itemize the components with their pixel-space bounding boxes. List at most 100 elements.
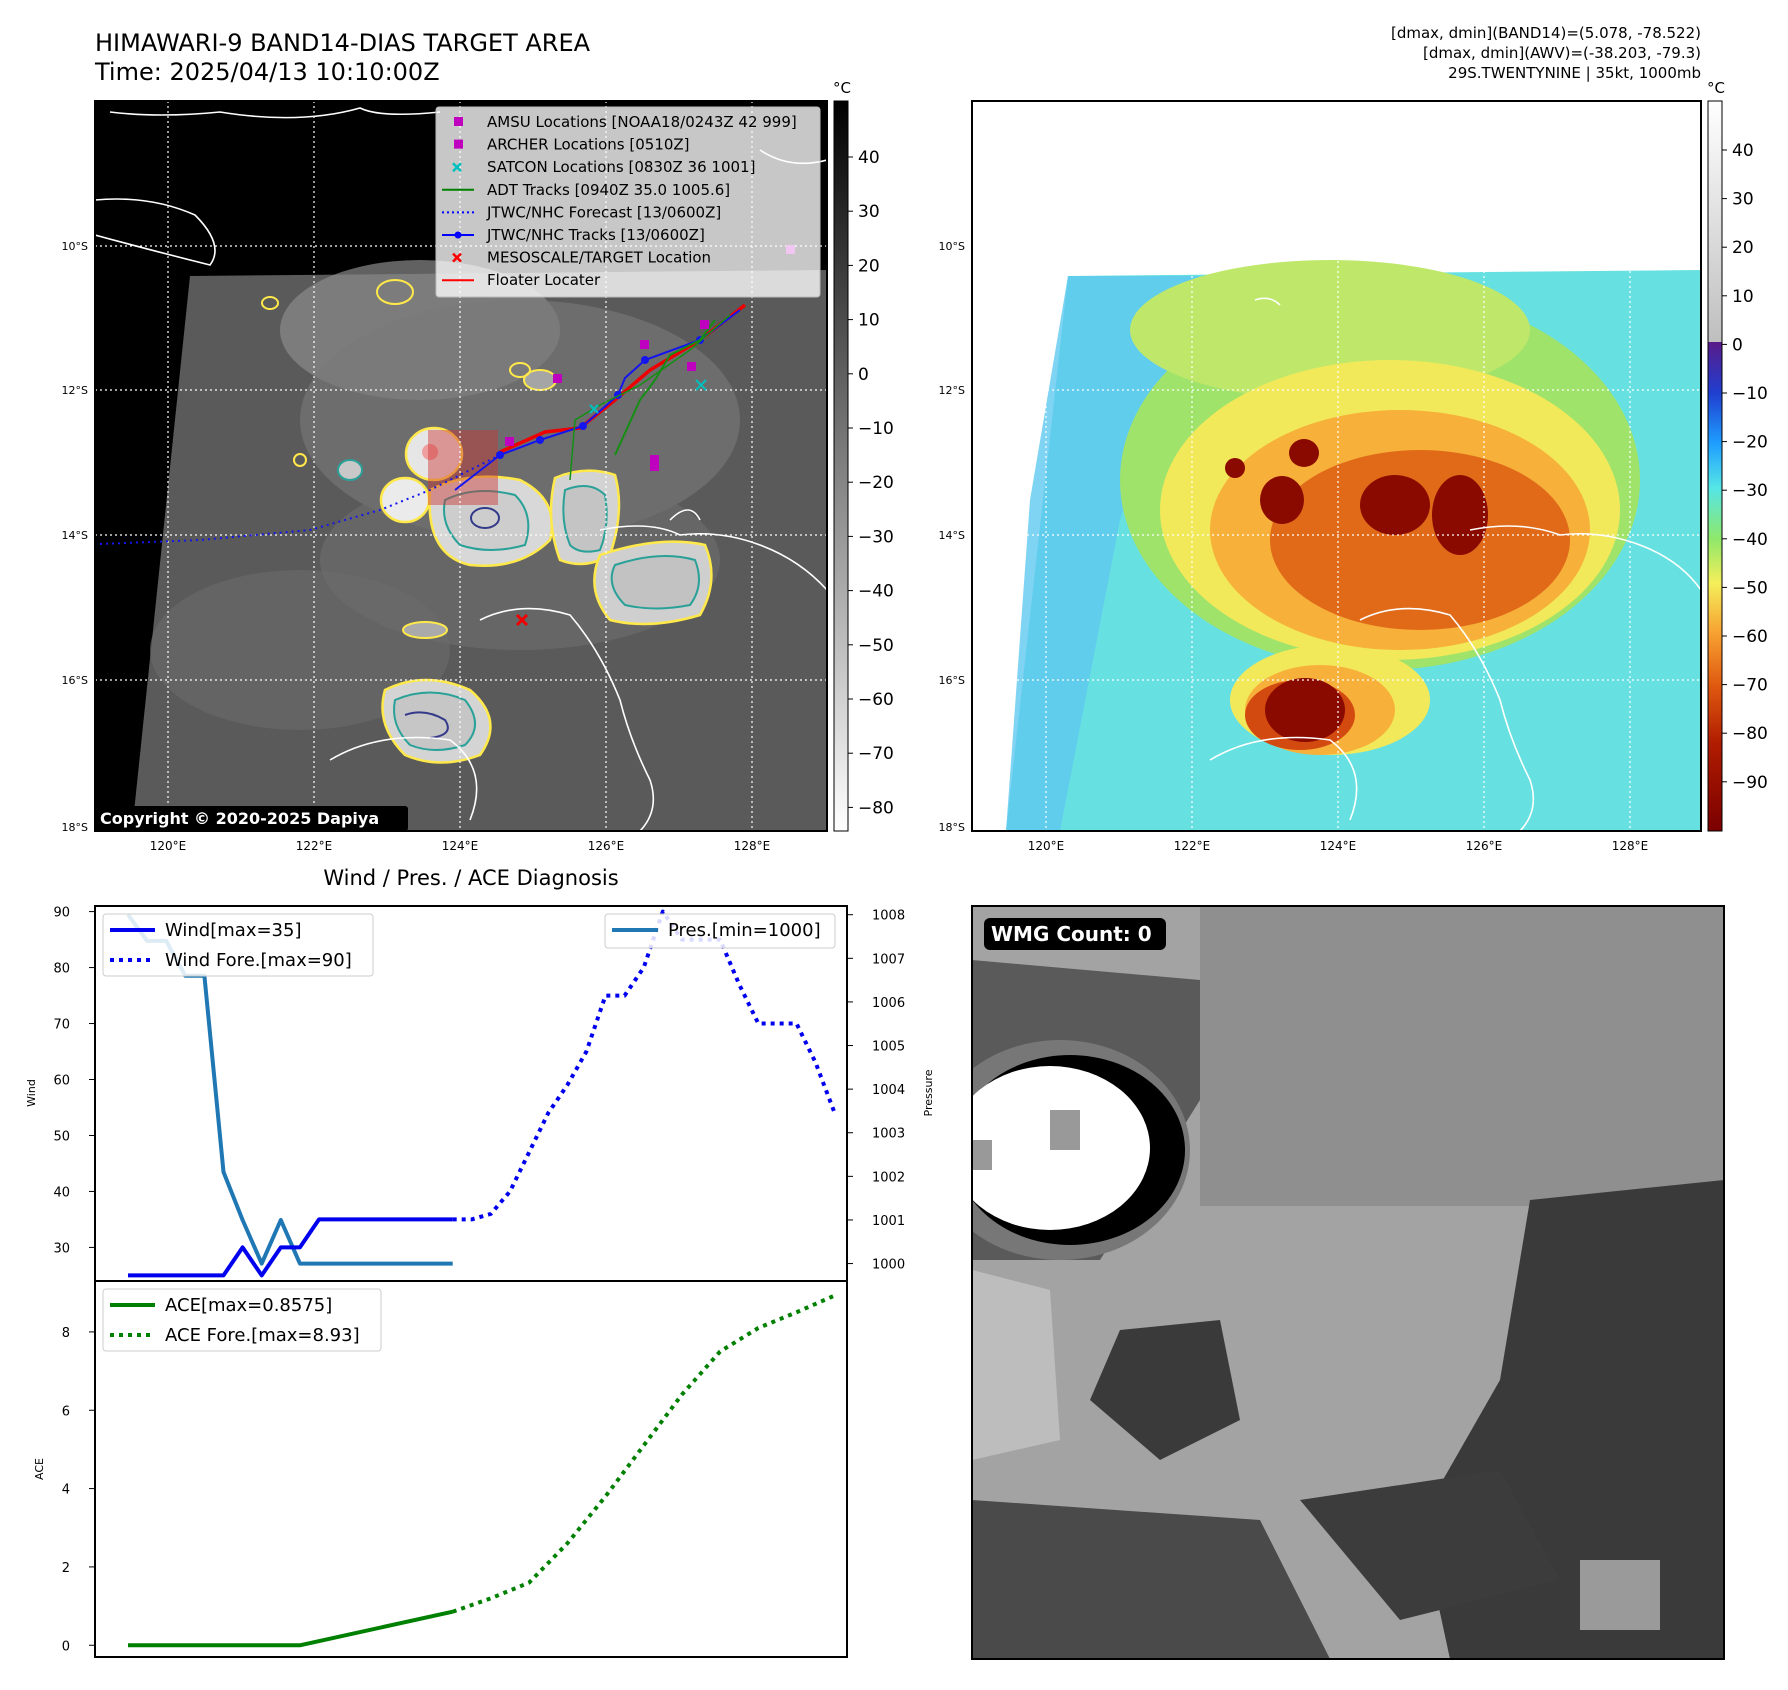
ace-lines: [127, 1293, 836, 1648]
legend-row: ARCHER Locations [0510Z]: [454, 136, 690, 154]
colorbar-tick-label: 0: [1732, 335, 1743, 355]
info-awv: [dmax, dmin](AWV)=(-38.203, -79.3): [1423, 44, 1701, 62]
adt-track: [569, 314, 731, 481]
legend-marker-x: [452, 252, 462, 263]
wind-tick-label: 40: [53, 1185, 70, 1200]
wind-tick-label: 30: [53, 1241, 70, 1256]
colorbar-tick-label: −80: [858, 798, 894, 818]
lon-label: 120°E: [1028, 839, 1065, 853]
legend-marker-dot: [454, 231, 462, 239]
wind-series-line: [128, 1217, 453, 1278]
right-colored-map: 10°S 12°S 14°S 16°S 18°S 120°E 122°E 124…: [939, 79, 1768, 853]
wmg-block: [1580, 1560, 1660, 1630]
colorbar-tick-label: 10: [1732, 287, 1754, 307]
ace-legend: ACE[max=0.8575] ACE Fore.[max=8.93]: [102, 1288, 382, 1352]
target-location-marker: [515, 613, 529, 627]
legend-marker-square: [454, 139, 463, 149]
colorbar-tick-label: −70: [858, 744, 894, 764]
legend-row: AMSU Locations [NOAA18/0243Z 42 999]: [454, 113, 797, 131]
colorbar-tick-label: 0: [858, 365, 869, 385]
lon-label: 124°E: [442, 839, 479, 853]
legend-row: SATCON Locations [0830Z 36 1001]: [452, 158, 755, 176]
legend-row: ADT Tracks [0940Z 35.0 1005.6]: [442, 181, 730, 199]
pressure-tick-label: 1000: [872, 1258, 905, 1273]
diagnosis-title: Wind / Pres. / ACE Diagnosis: [323, 866, 618, 890]
wmg-region: [1090, 1320, 1240, 1460]
pressure-tick-label: 1006: [872, 996, 905, 1011]
legend-label: ARCHER Locations [0510Z]: [487, 136, 690, 154]
colorbar-tick-label: −50: [1732, 578, 1768, 598]
adt-track: [614, 319, 716, 456]
ace-ylabel: ACE: [33, 1458, 46, 1480]
left-satellite-map: AMSU Locations [NOAA18/0243Z 42 999] ARCH…: [62, 79, 894, 853]
gray-colorbar: [833, 100, 849, 832]
wind-ticks: 90 80 70 60 50 40 30: [53, 906, 95, 1256]
lon-label: 124°E: [1320, 839, 1357, 853]
pressure-tick-label: 1004: [872, 1083, 905, 1098]
wind-tick-label: 80: [53, 962, 70, 977]
legend-label: JTWC/NHC Forecast [13/0600Z]: [486, 203, 721, 221]
lat-label: 14°S: [62, 529, 88, 542]
wind-tick-label: 50: [53, 1129, 70, 1144]
colorbar-tick-label: −90: [1732, 773, 1768, 793]
legend-label: JTWC/NHC Tracks [13/0600Z]: [486, 226, 705, 244]
right-lat-labels: 10°S 12°S 14°S 16°S 18°S: [939, 240, 965, 834]
legend-label: ADT Tracks [0940Z 35.0 1005.6]: [487, 181, 730, 199]
legend-ace-fore: ACE Fore.[max=8.93]: [165, 1325, 360, 1346]
colorbar-tick-label: −30: [1732, 481, 1768, 501]
colorbar-tick-label: −40: [1732, 530, 1768, 550]
legend-marker-square: [454, 117, 463, 126]
lon-label: 126°E: [1466, 839, 1503, 853]
colorbar-tick-label: 20: [1732, 238, 1754, 258]
lon-label: 126°E: [588, 839, 625, 853]
wind-tick-label: 90: [53, 906, 70, 921]
copyright-text: Copyright © 2020-2025 Dapiya: [100, 809, 379, 828]
legend-wind: Wind[max=35]: [165, 920, 302, 941]
colorbar-tick-label: −70: [1732, 676, 1768, 696]
colorbar-tick-label: −20: [858, 473, 894, 493]
map-frame: [94, 100, 828, 832]
legend-wind-fore: Wind Fore.[max=90]: [165, 950, 352, 971]
lon-label: 120°E: [150, 839, 187, 853]
left-lat-labels: 10°S 12°S 14°S 16°S 18°S: [62, 240, 88, 834]
ace-tick-label: 8: [62, 1326, 70, 1341]
ace-tick-label: 6: [62, 1404, 70, 1419]
wmg-panel: WMG Count: 0: [971, 905, 1725, 1660]
lat-label: 12°S: [939, 384, 965, 397]
cloud-band: [150, 570, 450, 730]
colorbar-tick-label: 10: [858, 311, 880, 331]
wmg-block: [1050, 1110, 1080, 1150]
wmg-region: [972, 1500, 1330, 1659]
colorbar-unit: °C: [1707, 79, 1725, 97]
legend-label: MESOSCALE/TARGET Location: [487, 249, 711, 267]
target-area-box: [428, 430, 498, 505]
colorbar-tick-label: −30: [858, 527, 894, 547]
wmg-region: [1300, 1470, 1560, 1620]
lat-label: 18°S: [62, 821, 88, 834]
ace-tick-label: 2: [62, 1561, 70, 1576]
left-lon-labels: 120°E 122°E 124°E 126°E 128°E: [150, 839, 771, 853]
legend-row: MESOSCALE/TARGET Location: [452, 249, 711, 267]
coastlines: [1209, 297, 1701, 831]
lon-label: 128°E: [734, 839, 771, 853]
pressure-ticks: 1008 1007 1006 1005 1004 1003 1002 1001 1000: [847, 909, 905, 1273]
wmg-frame: [971, 905, 1725, 1660]
lat-label: 14°S: [939, 529, 965, 542]
wind-tick-label: 60: [53, 1074, 70, 1089]
lat-label: 16°S: [62, 674, 88, 687]
wind-ylabel: Wind: [25, 1079, 38, 1107]
lon-label: 122°E: [296, 839, 333, 853]
figure-title: HIMAWARI-9 BAND14-DIAS TARGET AREA: [95, 29, 591, 57]
right-lon-labels: 120°E 122°E 124°E 126°E 128°E: [1028, 839, 1649, 853]
wmg-region: [1200, 906, 1724, 1206]
legend-label: AMSU Locations [NOAA18/0243Z 42 999]: [487, 113, 797, 131]
wmg-region: [972, 1270, 1060, 1460]
pressure-tick-label: 1002: [872, 1170, 905, 1185]
color-colorbar-ticks: 40 30 20 10 0 −10 −20 −30 −40 −50 −60 −70 −80 −90: [1722, 141, 1768, 793]
ace-tick-label: 0: [62, 1639, 70, 1654]
legend-ace: ACE[max=0.8575]: [165, 1295, 332, 1316]
legend-marker-x: [452, 162, 462, 173]
colorbar-tick-label: −50: [858, 636, 894, 656]
colorbar-tick-label: 40: [1732, 141, 1754, 161]
